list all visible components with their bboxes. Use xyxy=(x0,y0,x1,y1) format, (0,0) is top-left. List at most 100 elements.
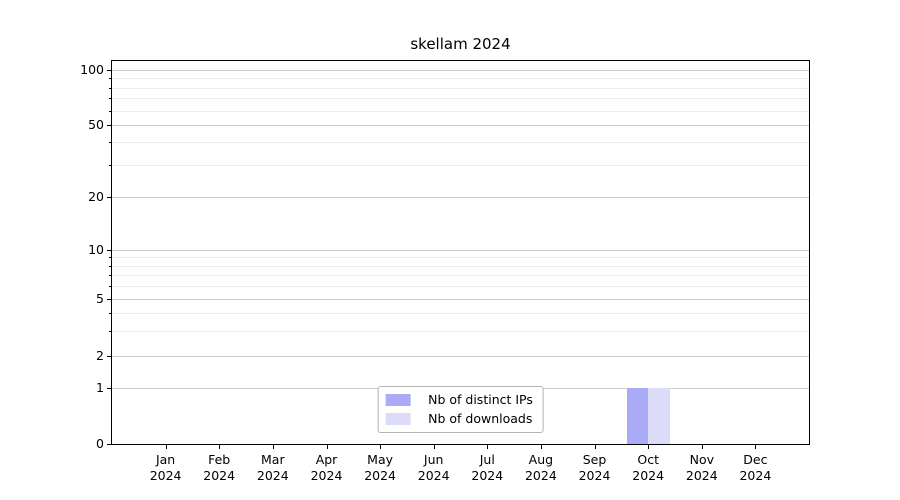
y-tick xyxy=(107,124,112,126)
y-tick xyxy=(107,196,112,198)
x-tick-label-year: 2024 xyxy=(524,467,557,483)
x-tick-label-year: 2024 xyxy=(632,467,665,483)
y-tick xyxy=(107,388,112,390)
x-tick-label-year: 2024 xyxy=(739,467,772,483)
gridline-minor xyxy=(112,257,809,259)
y-minor-tick xyxy=(109,87,112,89)
x-tick-label-year: 2024 xyxy=(203,467,236,483)
x-tick xyxy=(272,445,274,449)
chart-title: skellam 2024 xyxy=(410,35,511,53)
x-tick-label: Jul 2024 xyxy=(455,452,519,483)
gridline-major xyxy=(112,299,809,301)
x-tick-label-month: Jun xyxy=(423,452,444,467)
gridline-minor xyxy=(112,142,809,144)
x-tick xyxy=(755,445,757,449)
plot-area: Nb of distinct IPs Nb of downloads xyxy=(111,60,810,445)
x-tick-label-year: 2024 xyxy=(256,467,289,483)
y-tick xyxy=(107,249,112,251)
bar-nb-of-distinct-ips xyxy=(626,388,649,444)
x-tick-label-month: Feb xyxy=(208,452,231,467)
x-tick xyxy=(540,445,542,449)
x-tick xyxy=(648,445,650,449)
x-tick-label-year: 2024 xyxy=(310,467,343,483)
x-tick-label-month: Sep xyxy=(582,452,607,467)
x-tick xyxy=(165,445,167,449)
y-tick-label: 1 xyxy=(96,380,104,396)
x-tick xyxy=(380,445,382,449)
y-tick-label: 5 xyxy=(96,291,104,307)
legend-label: Nb of distinct IPs xyxy=(428,392,533,407)
gridline-minor xyxy=(112,313,809,315)
y-minor-tick xyxy=(109,313,112,315)
y-minor-tick xyxy=(109,286,112,288)
y-minor-tick xyxy=(109,110,112,112)
y-tick-label: 20 xyxy=(88,188,104,204)
bar-nb-of-downloads xyxy=(648,388,670,444)
x-tick-label: Aug 2024 xyxy=(509,452,573,483)
x-tick-label-month: Jan xyxy=(155,452,176,467)
x-tick-label-month: Jul xyxy=(479,452,495,467)
y-tick-label: 100 xyxy=(80,62,104,77)
y-minor-tick xyxy=(109,164,112,166)
x-tick-label-year: 2024 xyxy=(685,467,718,483)
x-tick-label: Sep 2024 xyxy=(563,452,627,483)
gridline-minor xyxy=(112,87,809,89)
gridline-minor xyxy=(112,286,809,288)
x-tick xyxy=(326,445,328,449)
gridline-major xyxy=(112,70,809,71)
x-tick-label: Apr 2024 xyxy=(295,452,359,483)
y-minor-tick xyxy=(109,257,112,259)
gridline-minor xyxy=(112,331,809,333)
y-tick xyxy=(107,444,112,445)
x-tick-label: May 2024 xyxy=(348,452,412,483)
x-tick-label: Oct 2024 xyxy=(616,452,680,483)
y-tick xyxy=(107,299,112,301)
x-tick xyxy=(487,445,489,449)
x-tick-label: Jun 2024 xyxy=(402,452,466,483)
gridline-minor xyxy=(112,164,809,166)
x-tick xyxy=(594,445,596,449)
x-tick-label: Dec 2024 xyxy=(723,452,787,483)
legend: Nb of distinct IPs Nb of downloads xyxy=(377,386,544,433)
x-tick xyxy=(219,445,221,449)
legend-entry: Nb of downloads xyxy=(385,412,533,426)
x-tick-label-month: Mar xyxy=(261,452,285,467)
x-tick-label: Feb 2024 xyxy=(187,452,251,483)
gridline-major xyxy=(112,124,809,126)
y-minor-tick xyxy=(109,331,112,333)
y-minor-tick xyxy=(109,142,112,144)
y-minor-tick xyxy=(109,265,112,267)
x-tick-label: Mar 2024 xyxy=(241,452,305,483)
y-tick xyxy=(107,70,112,71)
y-minor-tick xyxy=(109,78,112,80)
x-tick xyxy=(433,445,435,449)
gridline-major xyxy=(112,249,809,251)
x-tick-label-year: 2024 xyxy=(417,467,450,483)
x-tick-label-month: Oct xyxy=(637,452,659,467)
y-tick xyxy=(107,356,112,358)
y-tick-label: 50 xyxy=(88,116,104,132)
gridline-minor xyxy=(112,98,809,100)
x-tick-label: Nov 2024 xyxy=(670,452,734,483)
legend-label: Nb of downloads xyxy=(428,411,533,426)
y-minor-tick xyxy=(109,98,112,100)
legend-swatch xyxy=(385,413,411,425)
legend-entry: Nb of distinct IPs xyxy=(385,393,533,407)
y-tick-label: 2 xyxy=(96,348,104,364)
x-tick-label: Jan 2024 xyxy=(134,452,198,483)
x-tick-label-year: 2024 xyxy=(149,467,182,483)
x-tick-label-year: 2024 xyxy=(364,467,396,483)
gridline-minor xyxy=(112,265,809,267)
x-tick-label-month: Apr xyxy=(315,452,338,467)
gridline-minor xyxy=(112,275,809,277)
x-tick xyxy=(701,445,703,449)
x-tick-label-month: May xyxy=(367,452,394,467)
gridline-minor xyxy=(112,78,809,80)
y-tick-label: 10 xyxy=(88,241,104,257)
y-minor-tick xyxy=(109,275,112,277)
x-tick-label-month: Nov xyxy=(689,452,714,467)
gridline-major xyxy=(112,356,809,358)
x-tick-label-year: 2024 xyxy=(578,467,611,483)
x-tick-label-month: Dec xyxy=(743,452,768,467)
